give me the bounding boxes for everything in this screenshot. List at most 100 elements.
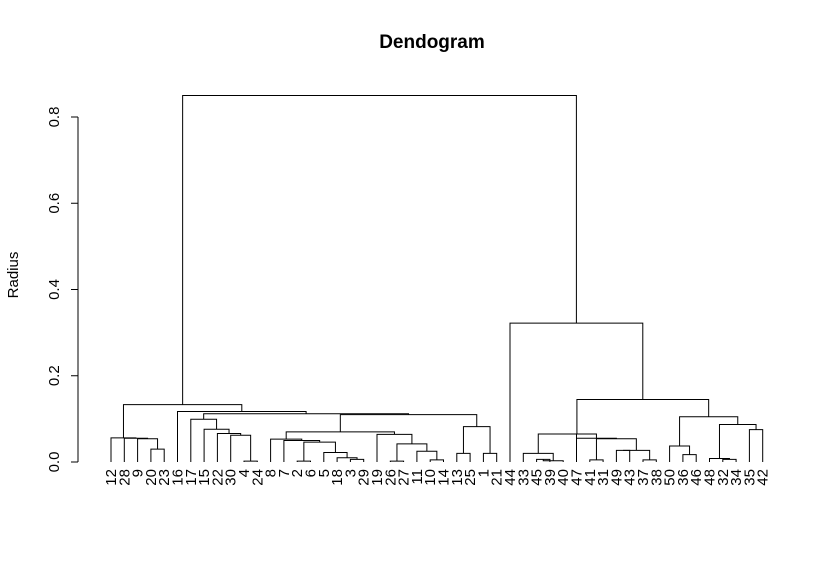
branch-m23 (456, 452, 471, 462)
leaf-label: 23 (156, 469, 173, 486)
leaf-label: 5 (316, 469, 333, 477)
branch-m17 (389, 460, 405, 462)
leaf-label: 15 (196, 469, 213, 486)
leaf-label: 19 (369, 469, 386, 486)
leaf-label: 43 (622, 469, 639, 486)
y-tick-label: 0.2 (46, 365, 63, 386)
leaf-label: 30 (223, 469, 240, 486)
branch-m8 (203, 428, 230, 462)
leaf-label: 34 (728, 469, 745, 486)
leaf-label: 48 (702, 469, 719, 486)
leaf-label: 29 (356, 469, 373, 486)
y-axis-label: Radius (5, 252, 22, 299)
branch-m25 (462, 426, 491, 454)
leaf-label: 44 (502, 469, 519, 486)
leaf-label: 49 (608, 469, 625, 486)
leaf-label: 46 (688, 469, 705, 486)
leaf-label: 8 (263, 469, 280, 477)
branch-m16 (270, 438, 303, 462)
branch-m3 (123, 437, 149, 462)
branch-m4 (110, 437, 137, 462)
leaf-label: 14 (436, 469, 453, 486)
leaf-label: 24 (249, 469, 266, 486)
branch-m49 (509, 322, 644, 462)
leaf-label: 13 (449, 469, 466, 486)
branch-m19 (416, 450, 438, 462)
leaf-label: 31 (595, 469, 612, 486)
leaf-label: 28 (116, 469, 133, 486)
chart-title: Dendogram (379, 32, 485, 53)
branch-m20 (396, 443, 428, 462)
leaf-label: 16 (170, 469, 187, 486)
branch-m5 (243, 460, 258, 462)
leaf-label: 21 (489, 469, 506, 486)
branch-m2 (137, 438, 159, 462)
branch-m11 (349, 458, 365, 462)
leaf-label: 33 (515, 469, 532, 486)
branch-m36 (615, 449, 631, 462)
dendrogram-branches (110, 94, 764, 462)
branch-m7 (216, 433, 242, 462)
branch-m47 (679, 416, 739, 447)
branch-m37 (623, 449, 651, 460)
y-tick-label: 0.6 (46, 193, 63, 214)
leaf-label: 9 (130, 469, 147, 477)
branch-m1 (150, 448, 165, 462)
branch-m33 (537, 433, 577, 462)
branch-m22 (285, 431, 395, 440)
y-tick-label: 0.4 (46, 279, 63, 300)
branch-m24 (482, 452, 498, 462)
leaf-label: 26 (382, 469, 399, 486)
leaf-label: 2 (289, 469, 306, 477)
y-tick-label: 0.0 (46, 452, 63, 473)
leaf-label: 1 (475, 469, 492, 477)
leaf-label: 17 (183, 469, 200, 486)
leaf-label: 38 (648, 469, 665, 486)
branch-m50 (182, 94, 577, 405)
branch-m13 (323, 452, 348, 462)
leaf-label: 11 (409, 469, 426, 485)
branch-m29 (122, 404, 243, 438)
branch-m43 (722, 458, 737, 462)
leaf-label: 39 (542, 469, 559, 486)
leaf-label: 10 (422, 469, 439, 486)
leaf-label: 35 (741, 469, 758, 486)
leaf-label: 32 (715, 469, 732, 486)
y-axis: 0.0 0.2 0.4 0.6 0.8 (46, 107, 79, 473)
leaf-label: 37 (635, 469, 652, 486)
leaf-label: 40 (555, 469, 572, 486)
leaf-label: 3 (342, 469, 359, 477)
leaf-label: 42 (755, 469, 772, 486)
branch-m21 (376, 433, 413, 462)
branch-m35 (642, 459, 657, 462)
branch-m12 (336, 457, 358, 462)
branch-m18 (429, 459, 444, 462)
y-tick-label: 0.8 (46, 107, 63, 128)
leaf-label: 27 (396, 469, 413, 486)
branch-m26 (339, 414, 478, 432)
leaf-label: 20 (143, 469, 160, 486)
leaf-label: 7 (276, 469, 293, 477)
leaf-label: 36 (675, 469, 692, 486)
branch-m42 (669, 445, 691, 462)
leaf-label: 50 (662, 469, 679, 486)
leaf-label: 18 (329, 469, 346, 486)
leaf-label: 25 (462, 469, 479, 486)
leaf-labels: 1228920231617152230424872651832919262711… (103, 469, 772, 486)
branch-m28 (177, 411, 307, 462)
branch-m6 (230, 434, 252, 462)
branch-m15 (283, 439, 321, 462)
branch-m41 (682, 454, 697, 462)
branch-m45 (748, 429, 764, 462)
branch-m14 (303, 441, 336, 462)
leaf-label: 41 (582, 469, 599, 486)
leaf-label: 47 (569, 469, 586, 486)
leaf-label: 12 (103, 469, 120, 486)
leaf-label: 22 (209, 469, 226, 486)
leaf-label: 4 (236, 469, 253, 477)
branch-m40 (557, 433, 597, 439)
branch-m48 (576, 398, 710, 434)
leaf-label: 45 (529, 469, 546, 486)
leaf-label: 6 (303, 469, 320, 477)
